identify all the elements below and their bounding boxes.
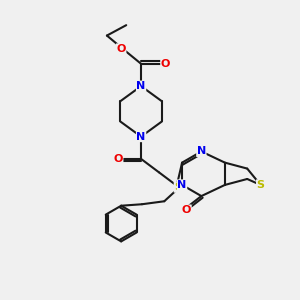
Text: N: N xyxy=(136,81,146,91)
Text: S: S xyxy=(174,182,182,192)
Text: N: N xyxy=(197,146,206,157)
Text: N: N xyxy=(136,132,146,142)
Text: O: O xyxy=(116,44,126,54)
Text: O: O xyxy=(161,59,170,69)
Text: O: O xyxy=(182,205,191,215)
Text: O: O xyxy=(113,154,123,164)
Text: N: N xyxy=(178,180,187,190)
Text: S: S xyxy=(256,180,265,190)
